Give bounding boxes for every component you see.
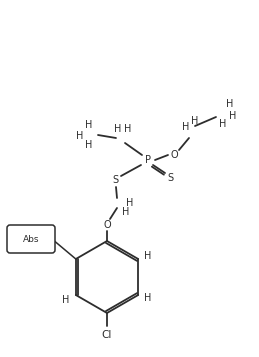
Text: H: H bbox=[124, 124, 132, 134]
Text: H: H bbox=[145, 251, 152, 261]
Text: H: H bbox=[62, 295, 69, 305]
Text: Abs: Abs bbox=[23, 235, 39, 243]
Text: H: H bbox=[85, 140, 93, 150]
Text: H: H bbox=[114, 124, 122, 134]
Text: H: H bbox=[226, 99, 234, 109]
Text: H: H bbox=[122, 207, 130, 217]
Text: H: H bbox=[229, 111, 237, 121]
Text: H: H bbox=[182, 122, 190, 132]
Text: Cl: Cl bbox=[102, 330, 112, 340]
Text: H: H bbox=[126, 198, 134, 208]
Text: H: H bbox=[219, 119, 227, 129]
Text: O: O bbox=[103, 220, 111, 230]
Text: H: H bbox=[191, 116, 199, 126]
Text: S: S bbox=[112, 175, 118, 185]
Text: S: S bbox=[167, 173, 173, 183]
FancyBboxPatch shape bbox=[7, 225, 55, 253]
Text: H: H bbox=[85, 120, 93, 130]
Text: P: P bbox=[145, 155, 151, 165]
Text: H: H bbox=[76, 131, 84, 141]
Text: H: H bbox=[145, 293, 152, 303]
Text: O: O bbox=[170, 150, 178, 160]
